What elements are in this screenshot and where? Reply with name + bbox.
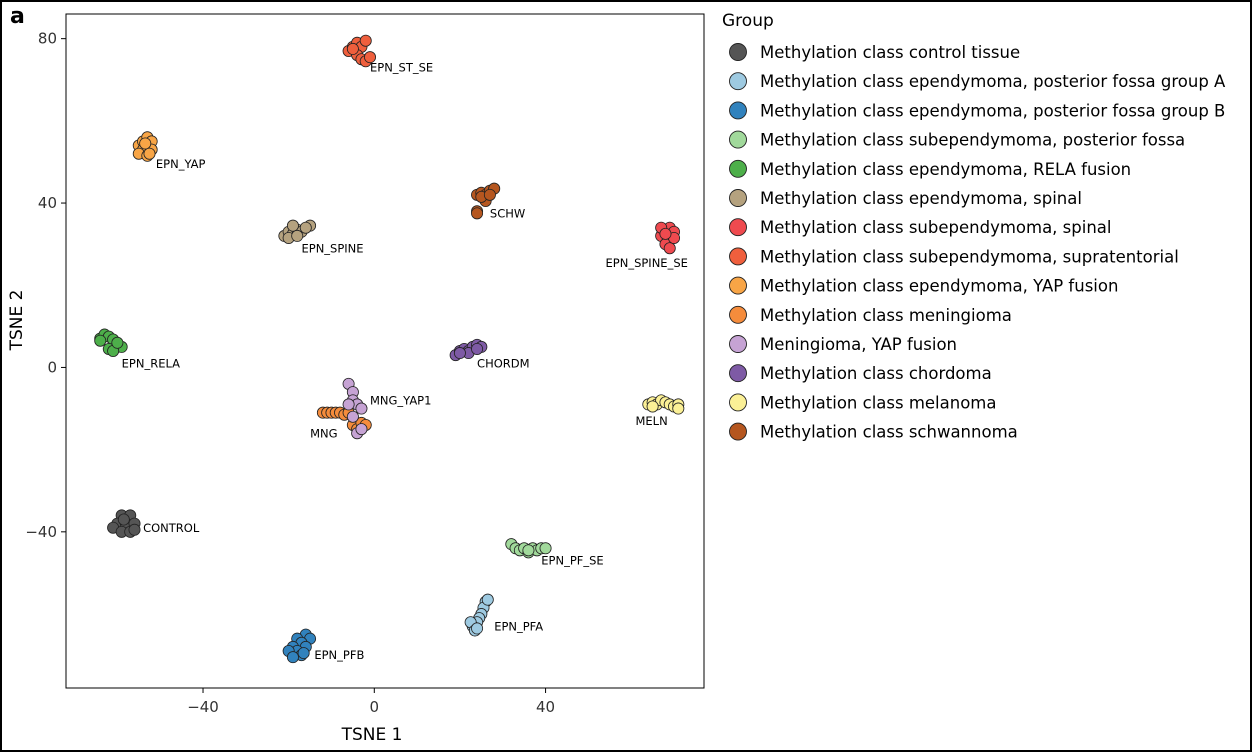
- data-point: [355, 402, 368, 415]
- legend-entry-label: Methylation class ependymoma, spinal: [760, 189, 1082, 208]
- legend-entry-label: Methylation class melanoma: [760, 393, 997, 412]
- data-point: [481, 593, 494, 606]
- data-point: [663, 242, 676, 255]
- data-point: [128, 523, 141, 536]
- legend-swatch: [729, 364, 747, 383]
- data-point: [646, 400, 659, 413]
- legend-entry-label: Methylation class ependymoma, RELA fusio…: [760, 160, 1131, 179]
- x-tick-label: 0: [370, 698, 380, 716]
- legend-entry-label: Methylation class chordoma: [760, 364, 992, 383]
- plot-area: [65, 13, 705, 689]
- cluster-label: EPN_PF_SE: [541, 554, 603, 568]
- data-point: [286, 651, 299, 664]
- data-point: [94, 334, 107, 347]
- legend-entry-label: Methylation class ependymoma, posterior …: [760, 72, 1226, 91]
- data-point: [522, 544, 535, 557]
- data-point: [286, 219, 299, 232]
- cluster-label: SCHW: [490, 206, 525, 220]
- data-point: [139, 137, 152, 150]
- legend-entry-label: Methylation class ependymoma, YAP fusion: [760, 277, 1118, 296]
- data-point: [355, 423, 368, 436]
- y-tick-label: 80: [38, 30, 57, 48]
- legend-swatch: [729, 335, 747, 353]
- legend-swatch: [729, 393, 747, 412]
- data-point: [659, 227, 672, 240]
- data-point: [471, 622, 484, 635]
- data-point: [539, 542, 552, 555]
- data-point: [342, 398, 355, 411]
- legend-swatch: [729, 422, 747, 441]
- legend-swatch: [729, 72, 747, 91]
- legend-entry-label: Methylation class subependymoma, spinal: [760, 218, 1111, 237]
- legend-entry-label: Methylation class subependymoma, suprate…: [760, 247, 1179, 266]
- legend-entry-label: Methylation class subependymoma, posteri…: [760, 131, 1185, 150]
- data-point: [111, 336, 124, 349]
- legend-swatch: [729, 43, 747, 61]
- data-point: [299, 221, 312, 234]
- x-axis-title: TSNE 1: [341, 725, 403, 745]
- legend-swatch: [729, 189, 747, 207]
- cluster-label: EPN_ST_SE: [370, 61, 433, 75]
- legend-entry-label: Methylation class ependymoma, posterior …: [760, 101, 1225, 120]
- legend-title: Group: [722, 11, 774, 31]
- legend-entry-label: Meningioma, YAP fusion: [760, 335, 957, 354]
- data-point: [359, 34, 372, 47]
- legend-swatch: [729, 130, 747, 149]
- legend: Methylation class control tissue Methylat…: [729, 43, 1226, 442]
- legend-entry-label: Methylation class control tissue: [760, 43, 1020, 62]
- legend-swatch: [729, 218, 747, 237]
- data-point: [483, 188, 496, 201]
- data-point: [117, 513, 130, 526]
- y-tick-label: −40: [25, 523, 57, 541]
- x-tick-label: 40: [536, 698, 555, 716]
- data-point: [297, 647, 310, 660]
- y-tick-label: 40: [38, 194, 57, 212]
- y-axis-title: TSNE 2: [7, 290, 27, 352]
- data-point: [291, 229, 304, 242]
- x-tick-label: −40: [187, 698, 219, 716]
- data-point: [672, 402, 685, 415]
- data-point: [471, 342, 484, 355]
- legend-swatch: [729, 101, 747, 120]
- cluster-label: MELN: [635, 414, 667, 428]
- y-tick-label: 0: [47, 358, 57, 376]
- data-point: [364, 51, 377, 64]
- cluster-label: EPN_SPINE_SE: [606, 256, 688, 270]
- data-point: [471, 207, 484, 220]
- cluster-label: EPN_PFA: [494, 619, 543, 633]
- legend-swatch: [729, 305, 747, 324]
- cluster-label: CHORDM: [477, 356, 530, 370]
- cluster-label: EPN_RELA: [122, 356, 180, 370]
- legend-swatch: [729, 276, 747, 295]
- panel-letter: a: [10, 4, 25, 29]
- data-point: [346, 410, 359, 423]
- legend-swatch: [729, 247, 747, 266]
- cluster-label: MNG_YAP1: [370, 393, 431, 407]
- legend-swatch: [729, 159, 747, 178]
- cluster-label: CONTROL: [143, 521, 200, 535]
- cluster-label: EPN_YAP: [156, 157, 206, 171]
- legend-entry-label: Methylation class meningioma: [760, 306, 1012, 325]
- cluster-label: EPN_SPINE: [302, 241, 364, 255]
- data-point: [453, 347, 466, 360]
- cluster-label: EPN_PFB: [314, 648, 364, 662]
- data-point: [346, 42, 359, 55]
- legend-entry-label: Methylation class schwannoma: [760, 423, 1018, 442]
- cluster-label: MNG: [310, 426, 337, 440]
- data-point: [143, 147, 156, 160]
